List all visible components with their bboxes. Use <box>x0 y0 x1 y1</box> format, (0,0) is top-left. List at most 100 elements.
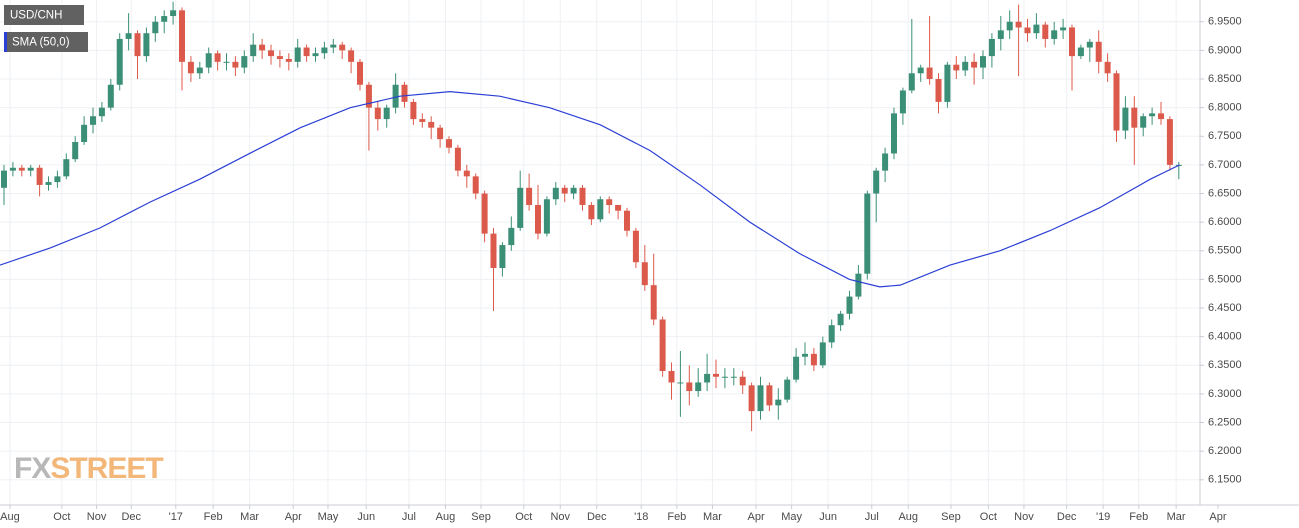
candle-body <box>170 10 177 17</box>
candle-body <box>926 67 933 80</box>
candle-body <box>1042 24 1049 39</box>
candle-body <box>1086 41 1093 48</box>
x-tick-label: '17 <box>169 511 183 523</box>
candle-body <box>775 399 782 406</box>
candle-body <box>615 204 622 211</box>
candle-body <box>1069 27 1076 57</box>
candle-body <box>9 167 16 171</box>
x-tick-label: Aug <box>898 511 918 523</box>
candle-body <box>828 325 835 343</box>
candle-body <box>446 139 453 148</box>
candle-body <box>962 61 969 71</box>
candle-body <box>552 187 559 200</box>
candle-body <box>659 319 666 372</box>
candle-body <box>650 285 657 320</box>
candle-body <box>232 61 239 68</box>
candle-body <box>988 38 995 57</box>
x-tick-label: Apr <box>747 511 764 523</box>
candle-body <box>339 44 346 51</box>
candle-body <box>472 176 479 194</box>
candle-body <box>971 61 978 68</box>
candle-body <box>179 10 186 62</box>
candle-body <box>392 84 399 108</box>
candle-body <box>276 56 283 59</box>
candle-body <box>917 67 924 74</box>
y-tick-label: 6.7500 <box>1208 130 1242 142</box>
x-tick-label: Mar <box>1167 511 1186 523</box>
y-tick-label: 6.4500 <box>1208 302 1242 314</box>
candle-body <box>321 47 328 54</box>
candle-body <box>1033 24 1040 34</box>
y-tick-label: 6.4000 <box>1208 331 1242 343</box>
x-tick-label: Oct <box>980 511 997 523</box>
candle-body <box>27 167 34 171</box>
y-tick-label: 6.3000 <box>1208 388 1242 400</box>
candle-body <box>54 176 61 183</box>
candle-body <box>748 385 755 412</box>
candle-body <box>294 47 301 62</box>
candle-body <box>1 170 8 188</box>
candle-body <box>152 21 159 34</box>
legend-label: USD/CNH <box>10 10 62 22</box>
candle-body <box>997 30 1004 39</box>
y-tick-label: 6.2500 <box>1208 416 1242 428</box>
candle-body <box>419 119 426 122</box>
candle-body <box>873 170 880 194</box>
candle-body <box>1006 21 1013 31</box>
y-tick-label: 6.6000 <box>1208 216 1242 228</box>
candle-body <box>561 187 568 194</box>
candle-body <box>935 79 942 102</box>
y-tick-label: 6.9500 <box>1208 16 1242 28</box>
candle-body <box>36 167 43 185</box>
candle-body <box>116 38 123 85</box>
candle-body <box>63 159 70 177</box>
candle-body <box>819 342 826 366</box>
candle-body <box>1104 61 1111 74</box>
candle-body <box>98 107 105 117</box>
candle-body <box>899 90 906 114</box>
x-tick-label: Oct <box>53 511 70 523</box>
candle-body <box>1024 27 1031 34</box>
candle-body <box>597 199 604 220</box>
candle-body <box>704 373 711 383</box>
candle-body <box>508 227 515 246</box>
x-tick-label: Nov <box>1014 511 1034 523</box>
x-tick-label: Feb <box>1129 511 1148 523</box>
x-tick-label: Jul <box>402 511 416 523</box>
sma-line <box>0 91 1180 288</box>
candle-body <box>730 376 737 378</box>
candle-body <box>570 187 577 194</box>
candle-body <box>1149 113 1156 117</box>
candle-body <box>686 382 693 392</box>
candle-body <box>1122 107 1129 131</box>
watermark-fx: FX <box>14 452 51 485</box>
candle-body <box>410 101 417 120</box>
candle-body <box>81 124 88 142</box>
candle-body <box>161 16 168 22</box>
candle-body <box>1131 107 1138 128</box>
candle-body <box>196 67 203 74</box>
y-tick-label: 6.9000 <box>1208 44 1242 56</box>
x-tick-label: Jun <box>357 511 375 523</box>
candle-body <box>713 373 720 377</box>
candle-body <box>543 199 550 234</box>
candle-body <box>526 187 533 205</box>
candle-body <box>437 127 444 140</box>
y-tick-label: 6.2000 <box>1208 445 1242 457</box>
candle-body <box>864 193 871 274</box>
candle-body <box>72 141 79 160</box>
x-tick-label: May <box>318 511 339 523</box>
x-tick-label: Dec <box>121 511 141 523</box>
watermark: FXSTREET <box>14 452 163 485</box>
candle-body <box>463 170 470 177</box>
y-tick-label: 6.7000 <box>1208 159 1242 171</box>
x-tick-label: Feb <box>204 511 223 523</box>
x-tick-label: Jun <box>819 511 837 523</box>
candle-body <box>134 33 141 57</box>
candle-body <box>1077 47 1084 57</box>
legend-swatch <box>4 32 7 52</box>
candle-body <box>1113 73 1120 131</box>
candle-body <box>810 353 817 366</box>
candle-body <box>606 199 613 205</box>
